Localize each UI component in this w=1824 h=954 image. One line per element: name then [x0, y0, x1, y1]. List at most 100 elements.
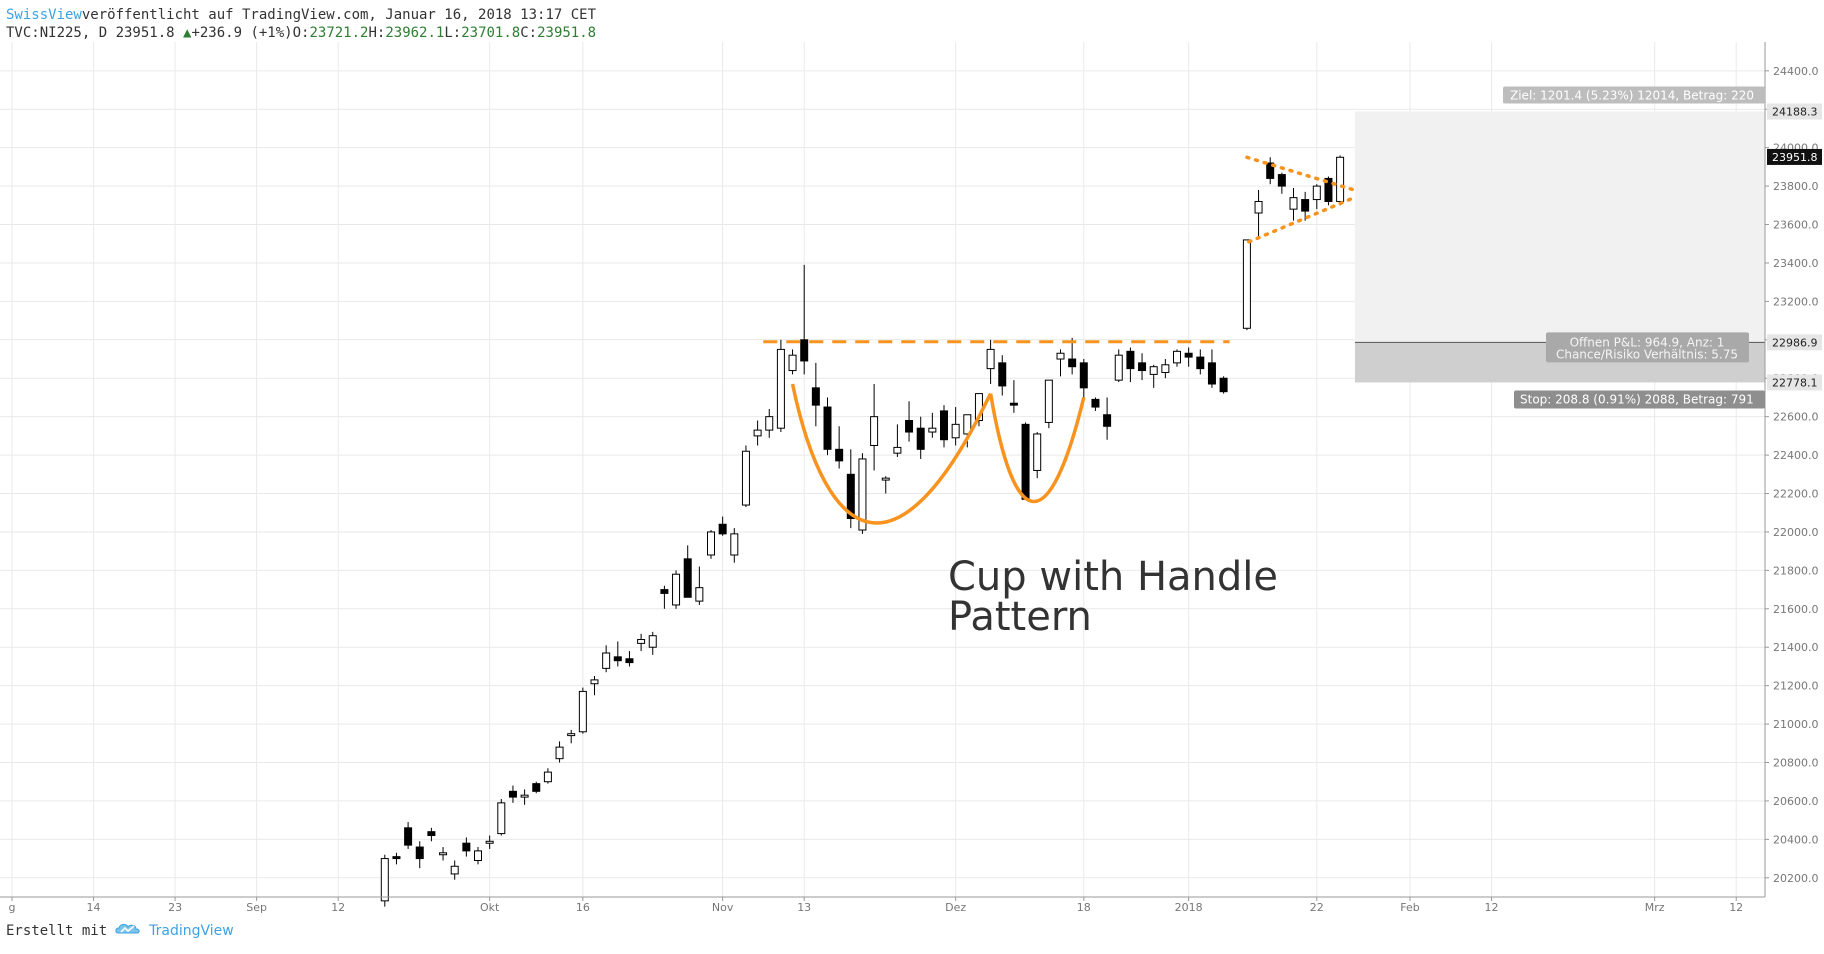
pnl-label-line-2: Chance/Risiko Verhältnis: 5.75	[1556, 347, 1738, 361]
x-tick-label: Nov	[712, 901, 734, 914]
annotation-line-2[interactable]: Pattern	[948, 594, 1092, 640]
candle-body	[613, 656, 622, 662]
y-tick-label: 23200.0	[1773, 295, 1819, 308]
candle-body	[776, 348, 785, 429]
y-tick-label: 21200.0	[1773, 680, 1819, 693]
candle-body	[392, 856, 401, 860]
candle-body	[1312, 185, 1321, 201]
last-price-tag: 23951.8	[1772, 151, 1818, 164]
target-label: Ziel: 1201.4 (5.23%) 12014, Betrag: 220	[1510, 88, 1754, 102]
candle-body	[928, 427, 937, 433]
y-tick-label: 23800.0	[1773, 180, 1819, 193]
open-label: O:	[292, 25, 310, 41]
candle-body	[1033, 433, 1042, 471]
candle-body	[858, 458, 867, 531]
candle-body	[835, 448, 844, 462]
candle-body	[415, 846, 424, 860]
candle-body	[1207, 362, 1216, 385]
candle-body	[881, 477, 890, 481]
candle-body	[1196, 356, 1205, 370]
handle-curve[interactable]	[988, 393, 1086, 504]
change-up-icon: ▲	[183, 25, 192, 41]
candle-body	[590, 679, 599, 685]
entry-price-tag-bg	[1767, 334, 1822, 351]
publish-line: SwissView veröffentlicht auf TradingView…	[6, 6, 596, 24]
candle-body	[439, 852, 448, 856]
y-tick-label: 21400.0	[1773, 641, 1819, 654]
candle-body	[730, 533, 739, 556]
publisher-link[interactable]: SwissView	[6, 7, 82, 23]
x-tick-label: g	[9, 901, 16, 914]
y-tick-label: 23400.0	[1773, 257, 1819, 270]
candle-body	[567, 733, 576, 737]
candle-body	[474, 850, 482, 861]
candle-body	[1301, 199, 1310, 212]
stop-label: Stop: 208.8 (0.91%) 2088, Betrag: 791	[1520, 392, 1754, 406]
candle-body	[543, 771, 552, 783]
cup-with-handle-drawing[interactable]	[763, 155, 1356, 525]
candle-body	[1324, 177, 1333, 202]
candle-body	[637, 639, 646, 644]
high-label: H:	[368, 25, 386, 41]
candle-body	[1021, 423, 1030, 500]
open-value: 23721.2	[309, 25, 369, 41]
candle-body	[508, 790, 517, 798]
candle-body	[753, 429, 762, 437]
y-tick-label: 22600.0	[1773, 411, 1819, 424]
created-with-text: Erstellt mit	[6, 923, 108, 939]
candle-body	[788, 354, 797, 372]
candle-body	[1289, 197, 1298, 210]
close-value: 23951.8	[537, 25, 597, 41]
candle-body	[811, 387, 820, 406]
last-price-tag-bg	[1767, 148, 1822, 165]
x-tick-label: Mrz	[1645, 901, 1665, 914]
candle-body	[940, 410, 948, 441]
candle-body	[893, 446, 902, 454]
candle-body	[1091, 398, 1100, 408]
x-tick-label: 13	[797, 901, 811, 914]
target-zone[interactable]	[1355, 111, 1765, 343]
x-tick-label: 12	[1729, 901, 1743, 914]
flag-upper-line[interactable]	[1245, 155, 1356, 192]
candle-body	[1126, 350, 1135, 370]
candle-body	[1277, 174, 1286, 187]
y-tick-label: 22200.0	[1773, 488, 1819, 501]
candle-body	[602, 652, 611, 669]
x-tick-label: 23	[168, 901, 182, 914]
candle-body	[905, 420, 914, 433]
candle-body	[1149, 366, 1158, 375]
candle-body	[427, 831, 436, 837]
published-text: veröffentlicht auf TradingView.com, Janu…	[81, 7, 597, 23]
flag-lower-line[interactable]	[1247, 195, 1356, 244]
x-axis-labels: g 14 23 Sep 12 Okt 16 Nov 13 Dez 18 2018 22 Feb 12 Mrz 1…	[9, 897, 1743, 914]
footer: Erstellt mit TradingView	[6, 922, 234, 940]
change-text: +236.9 (+1%)	[191, 25, 293, 41]
x-tick-label: 14	[87, 901, 101, 914]
candle-body	[823, 406, 832, 450]
position-tool[interactable]	[1355, 111, 1765, 383]
entry-price-tag: 22986.9	[1772, 336, 1818, 349]
y-tick-label: 22400.0	[1773, 449, 1819, 462]
y-tick-label: 21000.0	[1773, 718, 1819, 731]
candle-body	[1184, 352, 1193, 358]
candle-body	[800, 339, 809, 362]
cup-curve[interactable]	[790, 383, 993, 525]
annotation-line-1[interactable]: Cup with Handle	[948, 554, 1278, 600]
candle-body	[683, 558, 692, 598]
candle-body	[695, 587, 704, 602]
target-price-tag-bg	[1767, 103, 1822, 120]
chart-header: SwissView veröffentlicht auf TradingView…	[6, 6, 596, 42]
x-tick-label: Feb	[1400, 901, 1419, 914]
candle-body	[846, 473, 855, 519]
tradingview-link[interactable]: TradingView	[149, 923, 234, 939]
candles	[380, 155, 1345, 907]
candle-body	[1114, 354, 1123, 381]
x-tick-label: 18	[1077, 901, 1091, 914]
candle-body	[1336, 156, 1345, 202]
candle-body	[1103, 414, 1112, 427]
tradingview-cloud-icon[interactable]	[115, 922, 141, 940]
high-value: 23962.1	[385, 25, 445, 41]
y-tick-label: 20600.0	[1773, 795, 1819, 808]
